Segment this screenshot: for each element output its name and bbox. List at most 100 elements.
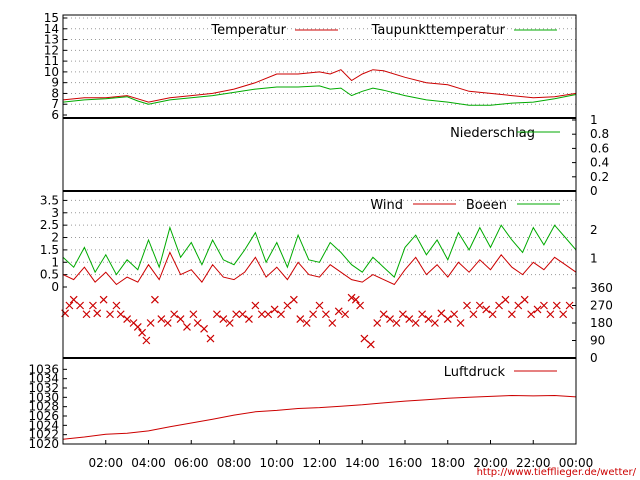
direction-point: [463, 301, 471, 310]
direction-point: [501, 295, 510, 304]
y-tick-label: 0.5: [40, 268, 59, 282]
y-tick-label: 1020: [28, 437, 59, 451]
y-tick-label: 14: [44, 22, 59, 36]
direction-point: [99, 295, 108, 304]
y-tick-label: 0: [590, 351, 598, 365]
direction-point: [411, 319, 420, 327]
direction-point: [142, 336, 151, 345]
series-line: [62, 394, 577, 440]
direction-point: [150, 295, 159, 304]
x-tick-label: 04:00: [131, 456, 166, 470]
direction-point: [475, 301, 484, 310]
direction-point: [112, 301, 121, 310]
direction-point: [540, 301, 548, 310]
direction-point: [270, 305, 279, 314]
y-tick-label: 3.5: [40, 193, 59, 207]
direction-point: [289, 295, 298, 304]
direction-point: [123, 315, 132, 324]
legend-label: Temperatur: [210, 23, 286, 38]
y-tick-label: 3: [51, 206, 59, 220]
direction-point: [559, 310, 568, 319]
y-tick-label: 13: [44, 33, 59, 47]
series-line-0: [62, 69, 577, 103]
series-line-1: [62, 85, 577, 106]
series-line-0: [62, 251, 577, 286]
direction-point: [238, 310, 247, 319]
y-tick-label: 8: [51, 86, 59, 100]
direction-point: [347, 293, 356, 302]
x-tick-label: 12:00: [302, 456, 337, 470]
direction-point: [200, 324, 208, 333]
x-tick-label: 10:00: [259, 456, 294, 470]
direction-point: [264, 310, 273, 319]
direction-point: [277, 310, 285, 319]
legend-label: Boeen: [466, 198, 507, 213]
direction-point: [366, 340, 375, 349]
direction-point: [456, 319, 465, 327]
direction-point: [89, 301, 97, 310]
x-axis: 02:00 04:00 06:00 08:00 10:00 12:00 14:00 16:00…: [88, 440, 593, 470]
direction-point: [93, 309, 102, 318]
y-tick-label: 7: [51, 97, 59, 111]
direction-point: [514, 301, 523, 310]
direction-point: [431, 319, 439, 327]
y-tick-label: 0.4: [590, 156, 609, 170]
direction-point: [334, 307, 343, 316]
y-tick-label: 1022: [28, 428, 59, 442]
direction-point: [341, 310, 350, 319]
y2-tick-label: 2: [590, 223, 598, 237]
direction-point: [507, 310, 516, 319]
x-tick-label: 22:00: [516, 456, 551, 470]
x-tick-label: 18:00: [430, 456, 465, 470]
direction-point: [116, 310, 125, 319]
plot-frame: [62, 14, 577, 445]
x-tick-label: 08:00: [217, 456, 252, 470]
direction-point: [76, 301, 85, 310]
direction-point: [405, 315, 414, 324]
direction-point: [309, 310, 318, 319]
direction-point: [163, 319, 172, 327]
direction-point: [321, 310, 330, 319]
direction-point: [424, 315, 433, 324]
direction-point: [65, 301, 74, 310]
direction-point: [533, 305, 542, 314]
x-tick-label: 00:00: [559, 456, 594, 470]
direction-point: [193, 319, 202, 327]
y-tick-label: 0.6: [590, 141, 609, 155]
y-tick-label: 6: [51, 108, 59, 122]
y-tick-label: 1030: [28, 390, 59, 404]
direction-point: [138, 328, 147, 337]
y-tick-label: 0: [590, 184, 598, 198]
direction-point: [520, 295, 529, 304]
y-tick-label: 1034: [28, 372, 59, 386]
direction-point: [82, 310, 91, 319]
direction-point: [495, 301, 503, 310]
y-tick-label: 1.5: [40, 243, 59, 257]
direction-point: [251, 301, 260, 310]
direction-point: [183, 322, 191, 331]
y-tick-label: 10: [44, 65, 59, 79]
legend-label: Niederschlag: [450, 126, 535, 141]
direction-point: [469, 310, 478, 319]
direction-point: [302, 319, 311, 327]
direction-point: [418, 310, 427, 319]
y-tick-label: 0.2: [590, 170, 609, 184]
y-tick-label: 1: [590, 113, 598, 127]
direction-point: [328, 319, 337, 327]
y-tick-label: 270: [590, 299, 613, 313]
footer-url: http://www.tiefflieger.de/wetter/: [477, 467, 637, 478]
direction-point: [146, 319, 155, 327]
direction-point: [392, 319, 401, 327]
direction-point: [157, 315, 166, 324]
direction-point: [212, 310, 221, 319]
direction-point: [527, 310, 536, 319]
y-tick-label: 0.8: [590, 127, 609, 141]
y-tick-label: 2: [51, 231, 59, 245]
series-line-1: [62, 224, 577, 278]
direction-point: [398, 310, 407, 319]
y-tick-label: 11: [44, 54, 59, 68]
direction-point: [565, 301, 574, 310]
